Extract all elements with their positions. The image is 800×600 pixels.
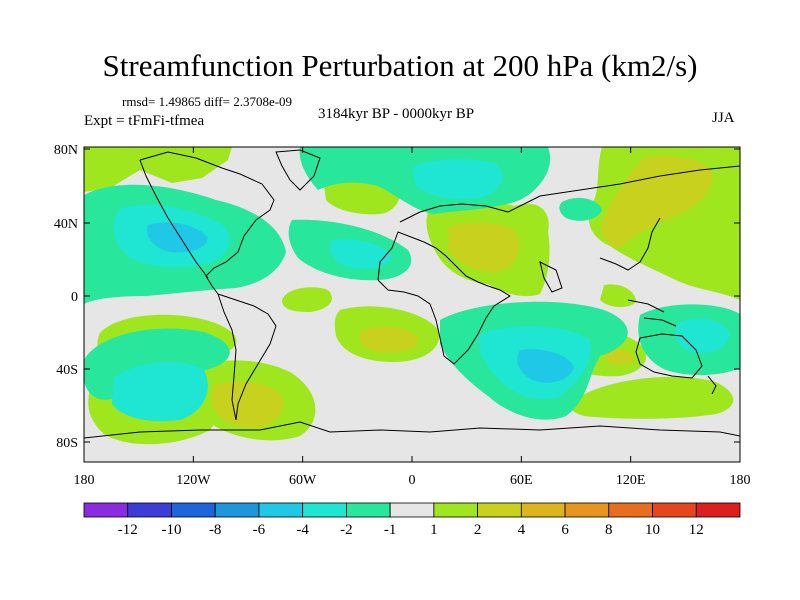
lat-tick-label: 40S: [56, 363, 78, 378]
colorbar-swatch: [433, 502, 479, 518]
lon-tick-label: 120E: [616, 473, 646, 488]
experiment-label: Expt = tFmFi-tfmea: [84, 113, 205, 129]
colorbar-label: 6: [561, 522, 569, 538]
colorbar-swatch: [171, 502, 216, 518]
colorbar-swatch: [127, 502, 172, 518]
coastlines: [84, 149, 740, 439]
season-label: JJA: [712, 110, 735, 126]
colorbar-label: -2: [340, 522, 353, 538]
colorbar-swatch: [695, 502, 741, 518]
lon-tick-label: 60E: [510, 473, 533, 488]
lon-tick-label: 120W: [176, 473, 211, 488]
colorbar-swatch: [345, 502, 391, 518]
colorbar-swatch: [83, 502, 129, 518]
lon-tick-label: 0: [409, 473, 416, 488]
lat-tick-label: 80S: [56, 436, 78, 451]
colorbar-swatch: [564, 502, 610, 518]
lat-tick-label: 40N: [54, 217, 78, 232]
lon-tick-label: 180: [74, 473, 95, 488]
rmsd-stats: rmsd= 1.49865 diff= 2.3708e-09: [122, 94, 293, 109]
figure-title: Streamfunction Perturbation at 200 hPa (…: [102, 48, 698, 83]
colorbar-label: 8: [605, 522, 613, 538]
colorbar: -12 -10 -8 -6 -4 -2 -1 1 2 4 6 8 10 12: [83, 502, 741, 538]
lat-tick-label: 0: [71, 290, 78, 305]
colorbar-swatch: [520, 502, 566, 518]
colorbar-label: -6: [253, 522, 266, 538]
axis-ticks: 180 120W 60W 0 60E 120E 180 80N 40N 0 40S 80S: [54, 143, 751, 488]
lon-tick-label: 60W: [289, 473, 317, 488]
colorbar-label: -4: [296, 522, 309, 538]
colorbar-label: 1: [430, 522, 438, 538]
colorbar-swatch: [608, 502, 653, 518]
colorbar-label: -1: [384, 522, 397, 538]
time-period: 3184kyr BP - 0000kyr BP: [318, 106, 475, 122]
colorbar-swatch: [302, 502, 347, 518]
colorbar-label: -8: [209, 522, 222, 538]
colorbar-label: 2: [474, 522, 482, 538]
colorbar-label: -12: [118, 522, 138, 538]
colorbar-label: 10: [645, 522, 660, 538]
colorbar-swatch: [214, 502, 260, 518]
lon-tick-label: 180: [730, 473, 751, 488]
colorbar-swatch: [477, 502, 522, 518]
colorbar-swatch: [652, 502, 697, 518]
lat-tick-label: 80N: [54, 143, 78, 158]
colorbar-swatch: [389, 502, 435, 518]
colorbar-label: 4: [518, 522, 526, 538]
colorbar-label: 12: [689, 522, 704, 538]
colorbar-label: -10: [161, 522, 181, 538]
colorbar-swatch: [258, 502, 304, 518]
